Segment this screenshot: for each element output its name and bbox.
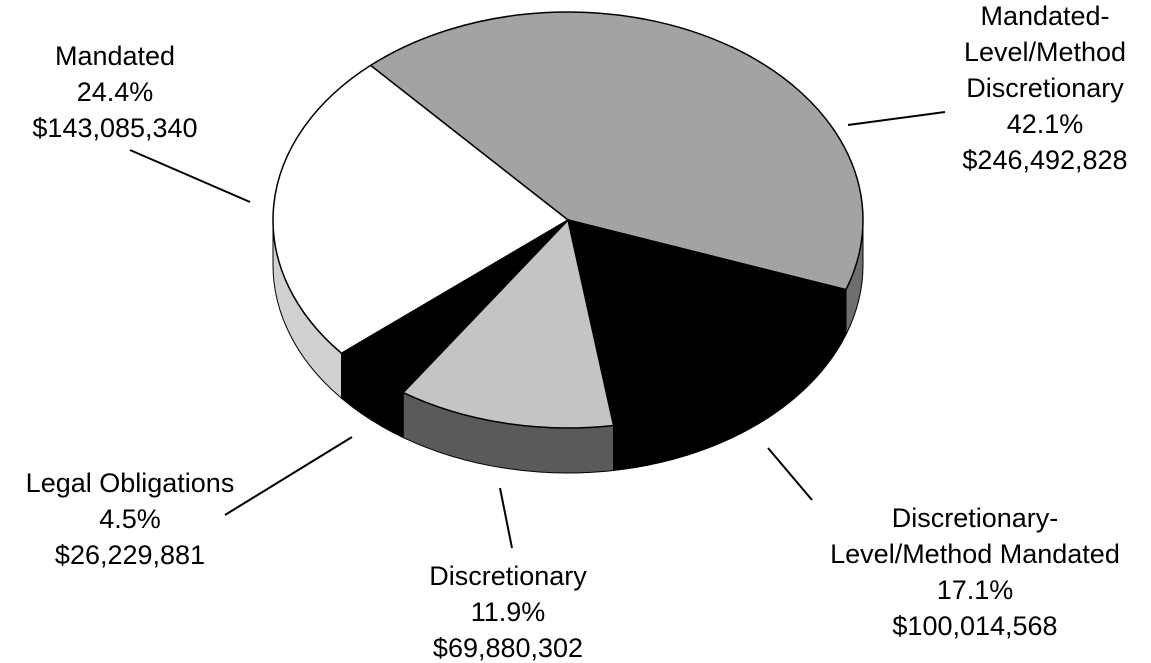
label-line: Legal Obligations [26, 468, 235, 498]
leader-line [767, 447, 813, 501]
slice-label: Mandated [55, 41, 175, 71]
percent-label: 11.9% [471, 597, 546, 627]
percent-label: 42.1% [1007, 109, 1084, 139]
slice [567, 218, 848, 427]
amount-label: $143,085,340 [32, 113, 197, 143]
percent-label: 17.1% [937, 575, 1014, 605]
slice [401, 218, 615, 429]
leader-line [129, 149, 251, 203]
label-line: Discretionary- [892, 503, 1059, 533]
percent-label: 4.5% [99, 504, 161, 534]
label-line: Discretionary [429, 561, 587, 591]
slice-label: Discretionary- Level/Method Mandated [830, 503, 1120, 569]
amount-label: $26,229,881 [55, 540, 205, 570]
slice [272, 64, 570, 355]
percent-label: 24.4% [77, 77, 154, 107]
amount-label: $246,492,828 [962, 145, 1127, 175]
label-line: Level/Method Mandated [830, 539, 1120, 569]
leader-line [847, 111, 946, 126]
slice [369, 11, 864, 291]
amount-label: $100,014,568 [892, 611, 1057, 641]
slice-label: Legal Obligations [26, 468, 235, 498]
slice-label: Mandated- Level/Method Discretionary [964, 1, 1126, 103]
label-line: Mandated- [980, 1, 1109, 31]
label-line: Discretionary [966, 73, 1124, 103]
leader-line [499, 487, 513, 549]
label-line: Mandated [55, 41, 175, 71]
amount-label: $69,880,302 [433, 633, 583, 663]
leader-line [224, 436, 353, 516]
slice-label: Discretionary [429, 561, 587, 591]
label-line: Level/Method [964, 37, 1126, 67]
